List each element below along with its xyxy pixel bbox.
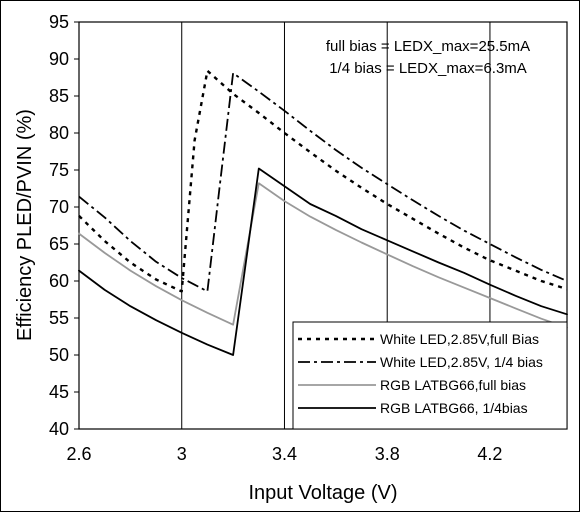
annotation-full-bias: full bias = LEDX_max=25.5mA bbox=[326, 38, 530, 55]
y-tick-label: 85 bbox=[49, 86, 69, 106]
legend-label-white-full: White LED,2.85V,full Bias bbox=[380, 331, 539, 347]
x-tick-label: 3 bbox=[177, 444, 187, 464]
y-tick-label: 70 bbox=[49, 197, 69, 217]
series-white-led-quarter-bias bbox=[78, 72, 568, 293]
series-rgb-quarter-bias bbox=[78, 167, 568, 356]
series-lines bbox=[78, 69, 568, 356]
y-tick-label: 50 bbox=[49, 345, 69, 365]
y-tick-label: 55 bbox=[49, 308, 69, 328]
annotation-quarter-bias: 1/4 bias = LEDX_max=6.3mA bbox=[329, 60, 527, 77]
y-tick-label: 75 bbox=[49, 160, 69, 180]
legend: White LED,2.85V,full Bias White LED,2.85… bbox=[292, 321, 568, 430]
y-tick-label: 40 bbox=[49, 419, 69, 439]
x-axis-ticks: 2.6 3 3.4 3.8 4.2 bbox=[66, 444, 502, 464]
series-rgb-full-bias bbox=[78, 182, 568, 329]
y-tick-label: 65 bbox=[49, 234, 69, 254]
legend-box bbox=[292, 321, 568, 430]
y-axis-title: Efficiency PLED/PVIN (%) bbox=[14, 109, 36, 341]
y-axis-ticks: 40 45 50 55 60 65 70 75 80 85 90 95 bbox=[49, 12, 79, 439]
x-axis-title: Input Voltage (V) bbox=[249, 482, 398, 504]
y-tick-label: 60 bbox=[49, 271, 69, 291]
legend-label-white-quarter: White LED,2.85V, 1/4 bias bbox=[380, 354, 543, 370]
y-tick-label: 95 bbox=[49, 12, 69, 32]
series-white-led-full-bias bbox=[78, 69, 568, 293]
x-tick-label: 3.8 bbox=[375, 444, 400, 464]
legend-label-rgb-full: RGB LATBG66,full bias bbox=[380, 377, 526, 393]
y-tick-label: 90 bbox=[49, 49, 69, 69]
x-tick-label: 2.6 bbox=[66, 444, 91, 464]
y-tick-label: 80 bbox=[49, 123, 69, 143]
legend-label-rgb-quarter: RGB LATBG66, 1/4bias bbox=[380, 400, 528, 416]
y-tick-label: 45 bbox=[49, 382, 69, 402]
x-tick-label: 4.2 bbox=[477, 444, 502, 464]
x-tick-label: 3.4 bbox=[272, 444, 297, 464]
